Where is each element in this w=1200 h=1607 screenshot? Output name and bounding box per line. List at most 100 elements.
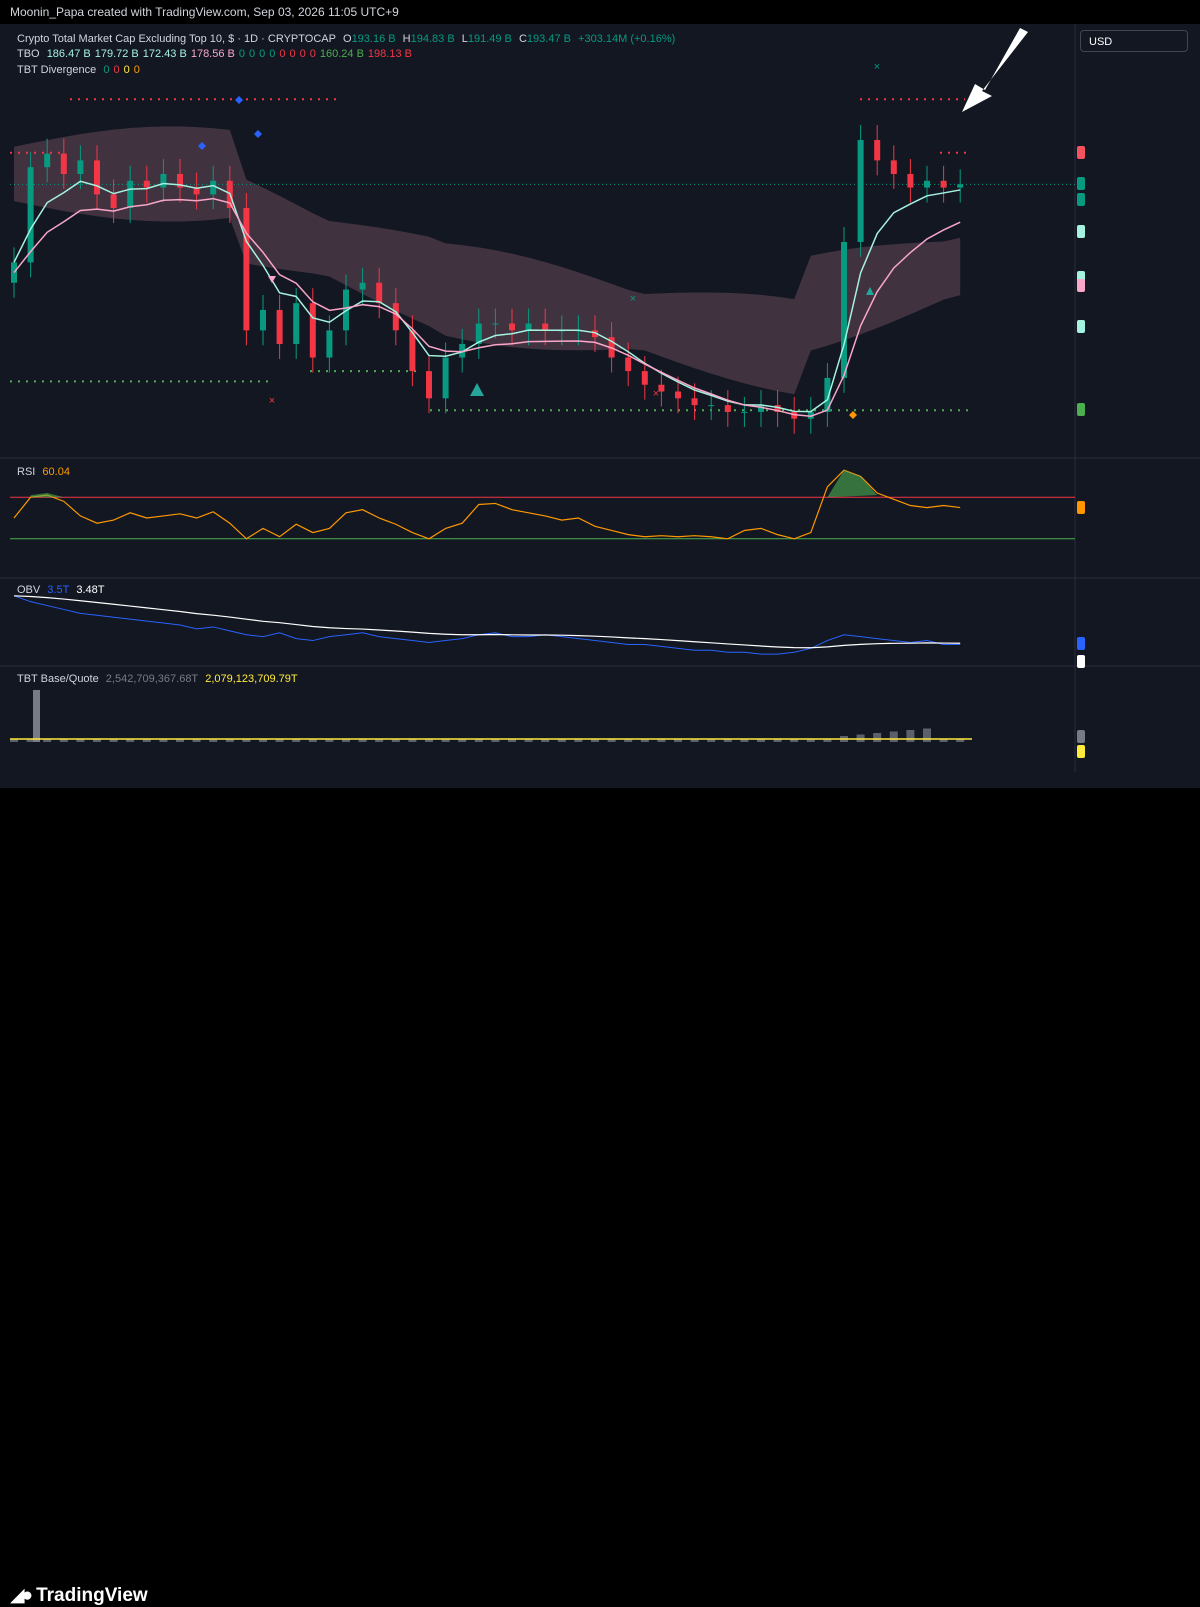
candle-body bbox=[492, 323, 499, 325]
tbo-value: 198.13 B bbox=[367, 48, 412, 60]
candle-body bbox=[807, 411, 814, 419]
base-bar bbox=[192, 739, 201, 742]
candle-body bbox=[509, 323, 515, 331]
signal-x-mid: × bbox=[630, 293, 636, 305]
candle-body bbox=[691, 398, 698, 406]
base-bar bbox=[674, 739, 682, 742]
price-tag bbox=[1077, 193, 1085, 207]
base-bar bbox=[375, 739, 384, 742]
candle-body bbox=[276, 309, 283, 344]
rsi-overbought-fill-right bbox=[827, 470, 878, 498]
candle-body bbox=[658, 384, 665, 392]
ohlc-low: 191.49 B bbox=[467, 33, 512, 45]
base-bar bbox=[10, 739, 18, 742]
base-bar bbox=[690, 739, 699, 742]
candles bbox=[11, 125, 964, 434]
price-tag bbox=[1077, 403, 1085, 417]
currency-selector[interactable]: USD bbox=[1080, 30, 1188, 52]
base-bar bbox=[557, 739, 566, 742]
candle-body bbox=[542, 323, 549, 331]
obv-value: 3.5T bbox=[47, 584, 70, 596]
sell-triangle bbox=[268, 276, 276, 283]
obv-pane bbox=[13, 595, 961, 655]
tradingview-logo-icon: ◢● bbox=[10, 1585, 33, 1606]
tbo-value: 178.56 B bbox=[190, 48, 235, 60]
buy-triangle bbox=[470, 383, 484, 396]
base-bar bbox=[591, 739, 599, 742]
price-tag bbox=[1077, 320, 1085, 334]
candle-body bbox=[309, 303, 316, 358]
signal-markers: × × × × bbox=[198, 61, 880, 419]
base-bar bbox=[923, 728, 931, 742]
tbo-name: TBO bbox=[17, 48, 40, 60]
price-tag bbox=[1077, 177, 1085, 191]
tbo-value: 0 bbox=[299, 48, 306, 60]
chart-plot[interactable]: × × × × bbox=[0, 0, 1200, 788]
rsi-axis-tag bbox=[1077, 500, 1085, 514]
obv-line bbox=[13, 595, 961, 655]
candle-body bbox=[442, 357, 449, 399]
tbt-divergence-value: 0 bbox=[123, 64, 130, 76]
base-bar bbox=[209, 739, 218, 742]
candle-body bbox=[359, 282, 366, 290]
tbo-value: 0 bbox=[259, 48, 266, 60]
tradingview-logo[interactable]: ◢● TradingView bbox=[10, 1584, 148, 1607]
base-bar bbox=[474, 739, 483, 742]
candle-body bbox=[376, 282, 383, 304]
base-bar bbox=[790, 739, 799, 742]
candle-body bbox=[127, 180, 134, 208]
ema-lines bbox=[13, 180, 961, 418]
obv-axis-tag bbox=[1077, 637, 1085, 651]
top-attribution-bar: Moonin_Papa created with TradingView.com… bbox=[0, 0, 1200, 24]
tbo-cloud bbox=[14, 126, 961, 395]
rsi-pane bbox=[10, 469, 1075, 540]
tbo-value: 186.47 B bbox=[46, 48, 91, 60]
base-bar bbox=[259, 739, 267, 742]
base-bar bbox=[541, 739, 550, 742]
tbt-divergence-value: 0 bbox=[133, 64, 140, 76]
candle-body bbox=[27, 167, 34, 263]
divergence-diamond bbox=[235, 96, 243, 104]
candle-body bbox=[592, 330, 598, 338]
divergence-diamond bbox=[198, 142, 206, 150]
obv-legend[interactable]: OBV 3.5T 3.48T bbox=[17, 584, 109, 596]
candle-body bbox=[94, 160, 100, 195]
candle-body bbox=[874, 139, 881, 161]
price-tag bbox=[1077, 270, 1085, 284]
price-tag bbox=[1077, 224, 1085, 238]
base-bar bbox=[657, 739, 666, 742]
candle-body bbox=[409, 330, 416, 372]
price-tag bbox=[1077, 145, 1085, 159]
candle-body bbox=[857, 139, 864, 242]
symbol-legend[interactable]: Crypto Total Market Cap Excluding Top 10… bbox=[17, 33, 679, 45]
base-quote-legend[interactable]: TBT Base/Quote 2,542,709,367.68T 2,079,1… bbox=[17, 673, 302, 685]
quote-axis-tag bbox=[1077, 745, 1085, 758]
base-bar bbox=[906, 730, 915, 742]
candle-body bbox=[426, 371, 432, 399]
candle-body bbox=[293, 303, 300, 344]
base-bar bbox=[740, 739, 749, 742]
ohlc-open: 193.16 B bbox=[351, 33, 396, 45]
tbo-value: 0 bbox=[249, 48, 256, 60]
base-bar bbox=[624, 739, 633, 742]
candle-body bbox=[907, 173, 914, 188]
candle-body bbox=[243, 207, 250, 331]
level-lines bbox=[10, 98, 1075, 412]
tbo-value: 0 bbox=[269, 48, 276, 60]
base-bar bbox=[508, 739, 516, 742]
candle-body bbox=[260, 309, 266, 331]
base-bar bbox=[757, 739, 765, 742]
white-arrow bbox=[962, 28, 1028, 112]
candle-body bbox=[824, 377, 831, 412]
base-bar bbox=[707, 739, 716, 742]
base-bar bbox=[640, 739, 649, 742]
base-bar bbox=[26, 739, 35, 742]
base-bar bbox=[773, 739, 782, 742]
base-quote-name: TBT Base/Quote bbox=[17, 673, 99, 685]
base-bar bbox=[806, 739, 815, 742]
candle-body bbox=[160, 173, 167, 188]
rsi-legend[interactable]: RSI 60.04 bbox=[17, 466, 74, 478]
base-bar bbox=[176, 739, 184, 742]
